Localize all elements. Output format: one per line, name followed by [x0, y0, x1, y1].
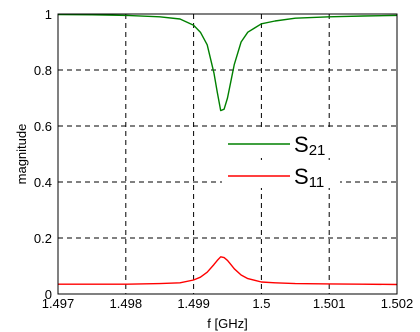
y-tick-label: 0.4 — [34, 175, 52, 190]
series-line-s11 — [58, 256, 398, 286]
x-axis-label: f [GHz] — [207, 316, 247, 331]
y-tick-label: 0.6 — [34, 119, 52, 134]
x-tick-label: 1.497 — [42, 296, 75, 311]
y-tick-label: 0.2 — [34, 231, 52, 246]
y-axis-label: magnitude — [14, 124, 29, 185]
plot-frame — [57, 13, 398, 295]
plot-area — [57, 13, 398, 286]
legend-entry-background — [222, 128, 340, 156]
x-tick-label: 1.498 — [110, 296, 143, 311]
legend-entry-background — [222, 160, 340, 188]
x-tick-label: 1.5 — [252, 296, 270, 311]
legend-label-s11: S11 — [294, 164, 324, 191]
y-tick-label: 1 — [45, 7, 52, 22]
x-tick-label: 1.502 — [381, 296, 414, 311]
series-line-s21 — [57, 13, 398, 112]
x-tick-label: 1.501 — [313, 296, 346, 311]
y-tick-label: 0.8 — [34, 63, 52, 78]
x-tick-label: 1.499 — [177, 296, 210, 311]
y-tick-label: 0 — [45, 287, 52, 302]
axis-ticks: 1.497 1.498 1.499 1.5 1.501 1.502 0 0.2 0.4 0.6 0.… — [34, 7, 413, 311]
legend-label-s21: S21 — [294, 132, 325, 159]
